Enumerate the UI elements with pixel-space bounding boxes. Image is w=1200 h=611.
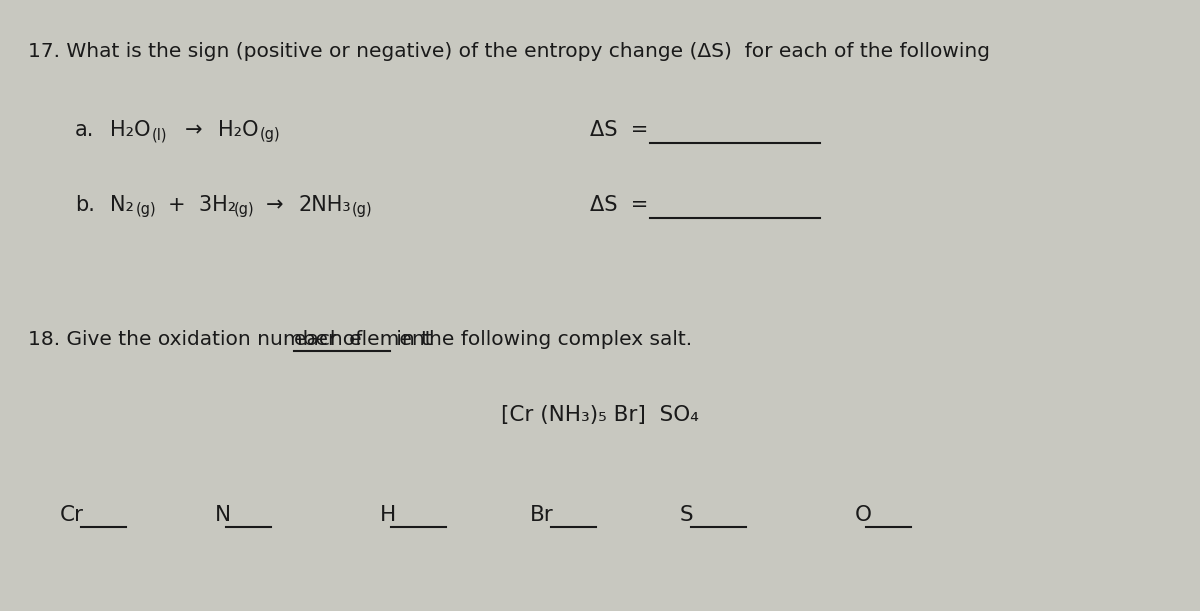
Text: N: N bbox=[215, 505, 232, 525]
Text: 18. Give the oxidation number of: 18. Give the oxidation number of bbox=[28, 330, 368, 349]
Text: O: O bbox=[854, 505, 872, 525]
Text: in the following complex salt.: in the following complex salt. bbox=[390, 330, 692, 349]
Text: ΔS  =: ΔS = bbox=[590, 120, 648, 140]
Text: →: → bbox=[266, 195, 283, 215]
Text: (g): (g) bbox=[234, 202, 254, 217]
Text: 2NH₃: 2NH₃ bbox=[298, 195, 350, 215]
Text: each element: each element bbox=[294, 330, 432, 349]
Text: H₂O: H₂O bbox=[110, 120, 150, 140]
Text: (l): (l) bbox=[152, 127, 168, 142]
Text: Br: Br bbox=[530, 505, 553, 525]
Text: H₂O: H₂O bbox=[218, 120, 258, 140]
Text: a.: a. bbox=[74, 120, 95, 140]
Text: (g): (g) bbox=[260, 127, 281, 142]
Text: Cr: Cr bbox=[60, 505, 84, 525]
Text: H: H bbox=[380, 505, 396, 525]
Text: →: → bbox=[185, 120, 203, 140]
Text: b.: b. bbox=[74, 195, 95, 215]
Text: ΔS  =: ΔS = bbox=[590, 195, 648, 215]
Text: +  3H₂: + 3H₂ bbox=[168, 195, 236, 215]
Text: (g): (g) bbox=[352, 202, 373, 217]
Text: S: S bbox=[680, 505, 694, 525]
Text: (g): (g) bbox=[136, 202, 157, 217]
Text: 17. What is the sign (positive or negative) of the entropy change (ΔS)  for each: 17. What is the sign (positive or negati… bbox=[28, 42, 990, 61]
Text: [Cr (NH₃)₅ Br]  SO₄: [Cr (NH₃)₅ Br] SO₄ bbox=[502, 405, 698, 425]
Text: N₂: N₂ bbox=[110, 195, 134, 215]
